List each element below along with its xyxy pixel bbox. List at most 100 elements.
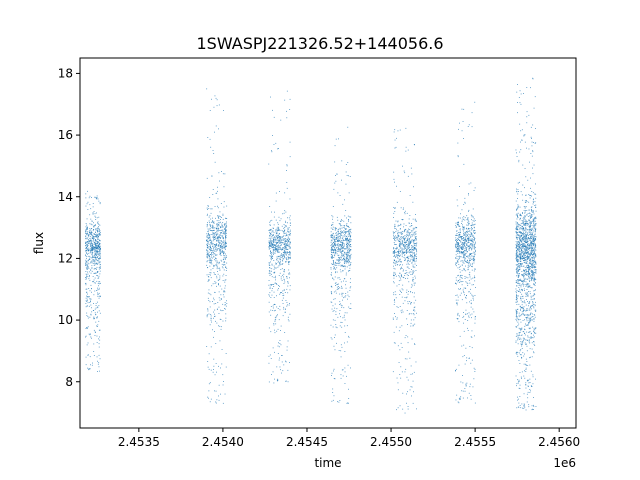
- data-point: [340, 374, 342, 376]
- data-point: [533, 198, 534, 200]
- data-point: [337, 229, 339, 231]
- data-point: [468, 193, 469, 194]
- data-point: [273, 144, 275, 145]
- data-point: [473, 237, 475, 238]
- data-point: [533, 278, 535, 280]
- data-point: [339, 304, 340, 305]
- data-point: [286, 277, 288, 279]
- data-point: [208, 289, 210, 291]
- data-point: [218, 306, 220, 308]
- data-point: [466, 360, 467, 362]
- data-point: [206, 252, 208, 254]
- data-point: [529, 319, 531, 321]
- data-point: [458, 248, 460, 249]
- data-point: [410, 167, 412, 169]
- data-point: [532, 274, 534, 276]
- data-point: [459, 246, 461, 248]
- data-point: [517, 321, 519, 323]
- data-point: [85, 245, 87, 247]
- data-point: [289, 253, 291, 255]
- data-point: [345, 183, 347, 185]
- data-point: [212, 329, 213, 331]
- data-point: [93, 263, 95, 265]
- data-point: [207, 267, 209, 269]
- data-point: [270, 245, 272, 247]
- data-point: [455, 247, 457, 249]
- data-point: [468, 358, 470, 359]
- data-point: [282, 255, 283, 257]
- data-point: [346, 217, 347, 219]
- data-point: [336, 247, 337, 249]
- data-point: [334, 182, 336, 184]
- data-point: [529, 392, 531, 393]
- data-point: [350, 246, 352, 248]
- data-point: [530, 221, 532, 223]
- data-point: [468, 246, 469, 248]
- data-point: [463, 269, 465, 271]
- data-point: [334, 334, 336, 336]
- data-point: [344, 371, 346, 373]
- data-point: [470, 292, 472, 294]
- data-point: [337, 242, 339, 244]
- data-point: [410, 243, 411, 245]
- data-point: [457, 247, 458, 249]
- data-point: [224, 231, 225, 233]
- data-point: [406, 266, 408, 268]
- data-point: [527, 264, 529, 266]
- data-point: [269, 255, 271, 257]
- data-point: [410, 255, 412, 256]
- data-point: [288, 304, 290, 306]
- data-point: [399, 374, 401, 375]
- data-point: [469, 258, 471, 260]
- data-point: [461, 260, 463, 262]
- data-point: [331, 256, 333, 258]
- data-point: [332, 232, 334, 234]
- data-point: [284, 238, 286, 240]
- data-point: [349, 241, 350, 243]
- data-point: [412, 270, 414, 272]
- data-point: [211, 221, 213, 223]
- chart-title: 1SWASPJ221326.52+144056.6: [196, 34, 443, 53]
- data-point: [283, 278, 285, 280]
- data-point: [222, 246, 223, 247]
- data-point: [404, 248, 406, 249]
- data-point: [532, 201, 534, 203]
- data-point: [530, 251, 531, 253]
- data-point: [473, 311, 475, 313]
- data-point: [93, 248, 95, 250]
- data-point: [289, 362, 290, 363]
- data-point: [347, 261, 349, 263]
- data-point: [273, 249, 275, 251]
- data-point: [412, 252, 414, 254]
- data-point: [532, 248, 534, 250]
- data-point: [211, 241, 213, 243]
- data-point: [410, 251, 411, 253]
- data-point: [535, 193, 537, 195]
- data-point: [209, 240, 211, 242]
- data-point: [222, 241, 224, 243]
- data-point: [455, 370, 456, 371]
- data-point: [91, 240, 92, 242]
- data-point: [474, 238, 476, 239]
- data-point: [530, 207, 532, 209]
- data-point: [220, 367, 221, 369]
- data-point: [344, 278, 346, 280]
- data-point: [273, 239, 274, 241]
- data-point: [276, 259, 278, 261]
- data-point: [408, 250, 410, 251]
- data-point: [518, 244, 520, 246]
- data-point: [210, 314, 212, 315]
- data-point: [340, 230, 342, 232]
- data-point: [285, 245, 287, 247]
- data-point: [280, 119, 282, 121]
- data-point: [473, 224, 475, 226]
- data-point: [206, 207, 208, 209]
- data-point: [515, 232, 517, 234]
- data-point: [471, 249, 473, 251]
- data-point: [285, 249, 287, 251]
- data-point: [460, 260, 462, 262]
- data-point: [401, 219, 403, 220]
- data-point: [409, 389, 411, 391]
- data-point: [467, 397, 468, 399]
- data-point: [87, 244, 88, 246]
